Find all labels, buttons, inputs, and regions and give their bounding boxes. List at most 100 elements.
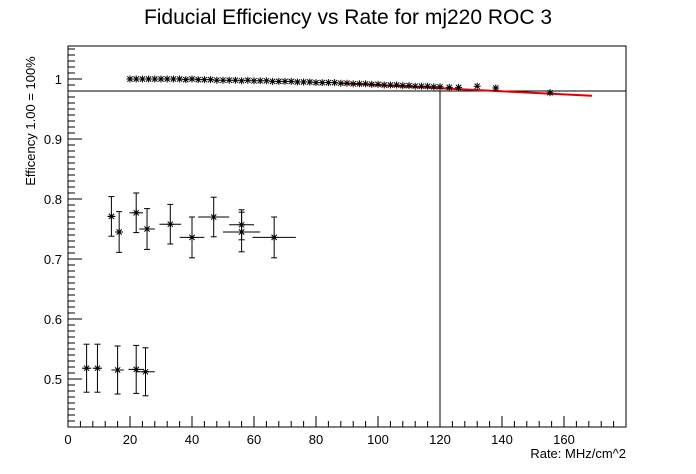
data-point xyxy=(252,216,296,259)
star-marker xyxy=(368,80,376,88)
data-point xyxy=(324,79,332,87)
data-point xyxy=(362,80,370,88)
y-tick-label: 0.8 xyxy=(44,192,62,207)
data-point xyxy=(393,81,401,89)
y-axis: 0.5 0.6 0.7 0.8 0.9 1 xyxy=(44,48,82,428)
data-point xyxy=(300,78,308,86)
data-point xyxy=(405,82,413,90)
data-point xyxy=(337,79,345,87)
star-marker xyxy=(238,221,246,229)
star-marker xyxy=(200,76,208,84)
data-point xyxy=(128,344,144,394)
star-marker xyxy=(436,83,444,91)
star-marker xyxy=(331,79,339,87)
data-point xyxy=(492,84,500,92)
data-point xyxy=(213,76,221,84)
y-tick-label: 1 xyxy=(55,72,62,87)
star-marker xyxy=(270,233,278,241)
x-tick-label: 40 xyxy=(185,432,199,447)
chart-title: Fiducial Efficiency vs Rate for mj220 RO… xyxy=(144,6,552,29)
data-point xyxy=(287,77,295,85)
star-marker xyxy=(355,80,363,88)
data-point xyxy=(219,76,227,84)
data-point xyxy=(269,77,277,85)
data-point xyxy=(473,82,481,90)
x-tick-label: 140 xyxy=(491,432,513,447)
data-point xyxy=(455,83,463,91)
data-point xyxy=(229,209,254,241)
data-point xyxy=(343,79,351,87)
star-marker xyxy=(281,77,289,85)
data-point xyxy=(163,75,171,83)
star-marker xyxy=(324,79,332,87)
star-marker xyxy=(132,209,140,217)
star-marker xyxy=(399,82,407,90)
star-marker xyxy=(424,82,432,90)
star-marker xyxy=(151,75,159,83)
star-marker xyxy=(275,77,283,85)
star-marker xyxy=(287,77,295,85)
star-marker xyxy=(166,220,174,228)
star-marker xyxy=(411,82,419,90)
x-tick-label: 160 xyxy=(553,432,575,447)
star-marker xyxy=(114,366,122,374)
data-point xyxy=(159,203,182,245)
star-marker xyxy=(250,77,258,85)
star-marker xyxy=(343,79,351,87)
data-point xyxy=(132,75,140,83)
star-marker xyxy=(473,82,481,90)
data-point xyxy=(194,76,202,84)
data-point xyxy=(145,75,153,83)
data-point xyxy=(411,82,419,90)
data-point xyxy=(355,80,363,88)
data-point xyxy=(238,77,246,85)
data-point xyxy=(179,216,205,259)
data-point xyxy=(129,192,144,234)
star-marker xyxy=(455,83,463,91)
star-marker xyxy=(269,77,277,85)
data-point xyxy=(244,76,252,84)
star-marker xyxy=(349,80,357,88)
star-marker xyxy=(157,75,165,83)
star-marker xyxy=(300,78,308,86)
star-marker xyxy=(445,83,453,91)
star-marker xyxy=(138,75,146,83)
plot-frame xyxy=(67,45,627,428)
star-marker xyxy=(169,75,177,83)
star-marker xyxy=(231,76,239,84)
data-point xyxy=(380,81,388,89)
star-marker xyxy=(244,76,252,84)
star-marker xyxy=(293,78,301,86)
y-tick-label: 0.7 xyxy=(44,252,62,267)
data-point xyxy=(107,196,116,237)
data-point xyxy=(306,78,314,86)
data-point xyxy=(157,75,165,83)
star-marker xyxy=(238,77,246,85)
star-marker xyxy=(337,79,345,87)
star-marker xyxy=(492,84,500,92)
star-marker xyxy=(225,76,233,84)
star-marker xyxy=(115,228,123,236)
star-marker xyxy=(256,77,264,85)
star-marker xyxy=(219,76,227,84)
x-axis-label: Rate: MHz/cm^2 xyxy=(530,446,626,461)
data-point xyxy=(424,82,432,90)
data-point xyxy=(139,208,155,250)
data-point xyxy=(374,80,382,88)
star-marker xyxy=(107,212,115,220)
y-axis-label: Efficency 1.00 = 100% xyxy=(23,56,38,186)
data-point xyxy=(231,76,239,84)
data-point xyxy=(176,75,184,83)
star-marker xyxy=(546,89,554,97)
star-marker xyxy=(188,75,196,83)
star-marker xyxy=(132,75,140,83)
star-marker xyxy=(318,79,326,87)
star-marker xyxy=(393,81,401,89)
star-marker xyxy=(374,80,382,88)
x-tick-label: 60 xyxy=(247,432,261,447)
data-point xyxy=(436,83,444,91)
star-marker xyxy=(306,78,314,86)
data-point xyxy=(281,77,289,85)
